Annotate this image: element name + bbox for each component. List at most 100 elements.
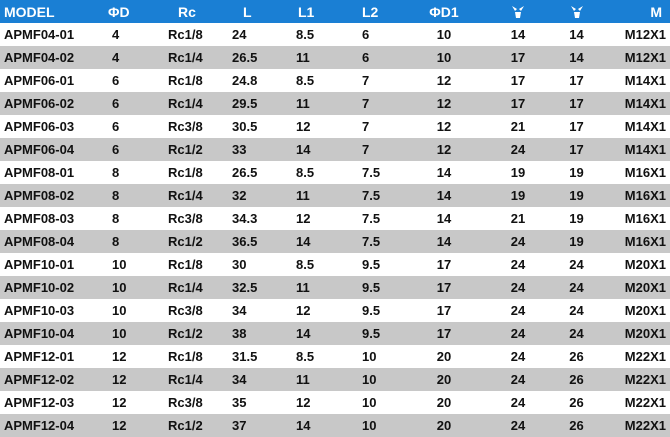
table-cell: 24	[510, 395, 526, 410]
table-cell: 24	[510, 418, 526, 433]
header-cell: L1	[298, 3, 315, 20]
table-row: APMF10-03 10 Rc3/8 34 12 9.5 17 24 24 M20X1	[0, 299, 670, 322]
table-cell: 24	[510, 303, 526, 318]
table-cell: 12	[436, 119, 452, 134]
table-cell: M14X1	[624, 73, 666, 88]
table-cell: 12	[296, 395, 311, 410]
table-cell: 30.5	[232, 119, 258, 134]
table-cell: M16X1	[624, 188, 666, 203]
table-cell: 29.5	[232, 96, 258, 111]
header-icon-cell	[548, 2, 605, 20]
table-cell: 10	[112, 326, 127, 341]
table-cell: 24	[510, 257, 526, 272]
table-cell: Rc3/8	[168, 303, 203, 318]
header-icon-cell	[488, 2, 548, 20]
table-cell: M20X1	[624, 303, 666, 318]
table-cell: 24	[569, 303, 584, 318]
table-cell: 8	[112, 165, 120, 180]
table-cell: 7	[362, 73, 370, 88]
table-cell: 14	[436, 165, 452, 180]
table-cell: 12	[436, 96, 452, 111]
table-cell: 38	[232, 326, 247, 341]
table-cell: 20	[436, 349, 452, 364]
table-cell: M20X1	[624, 280, 666, 295]
table-cell: Rc1/4	[168, 96, 203, 111]
table-cell: Rc1/8	[168, 165, 203, 180]
table-cell: 31.5	[232, 349, 258, 364]
table-cell: 9.5	[362, 326, 381, 341]
table-cell: 24	[510, 372, 526, 387]
table-cell: 20	[436, 372, 452, 387]
table-cell: 17	[436, 303, 452, 318]
table-cell: 7.5	[362, 165, 381, 180]
table-cell: APMF10-03	[4, 303, 75, 318]
table-cell: 14	[296, 418, 311, 433]
table-cell: M14X1	[624, 96, 666, 111]
table-cell: 14	[296, 234, 311, 249]
table-cell: 14	[436, 234, 452, 249]
table-cell: 30	[232, 257, 247, 272]
table-cell: 17	[510, 73, 526, 88]
table-cell: 21	[510, 119, 526, 134]
table-cell: 4	[112, 50, 120, 65]
table-cell: Rc1/8	[168, 257, 203, 272]
table-cell: 19	[569, 211, 584, 226]
table-cell: 20	[436, 395, 452, 410]
table-cell: 24	[569, 280, 584, 295]
header-cell: ΦD1	[429, 3, 459, 20]
table-row: APMF08-02 8 Rc1/4 32 11 7.5 14 19 19 M16X1	[0, 184, 670, 207]
table-cell: 6	[362, 50, 370, 65]
table-cell: 12	[296, 119, 311, 134]
table-cell: 26.5	[232, 50, 258, 65]
table-cell: 24.8	[232, 73, 258, 88]
table-row: APMF08-01 8 Rc1/8 26.5 8.5 7.5 14 19 19 M16X1	[0, 161, 670, 184]
table-cell: 32.5	[232, 280, 258, 295]
table-cell: Rc1/4	[168, 372, 203, 387]
table-cell: 6	[112, 96, 120, 111]
table-cell: 17	[436, 280, 452, 295]
table-row: APMF06-03 6 Rc3/8 30.5 12 7 12 21 17 M14X1	[0, 115, 670, 138]
table-cell: 8.5	[296, 257, 315, 272]
table-row: APMF10-04 10 Rc1/2 38 14 9.5 17 24 24 M20X1	[0, 322, 670, 345]
table-cell: 7	[362, 119, 370, 134]
wrench-icon	[512, 5, 524, 18]
table-cell: M12X1	[624, 50, 666, 65]
table-cell: 8.5	[296, 73, 315, 88]
table-cell: APMF12-04	[4, 418, 75, 433]
table-row: APMF10-02 10 Rc1/4 32.5 11 9.5 17 24 24 M20X1	[0, 276, 670, 299]
table-row: APMF04-01 4 Rc1/8 24 8.5 6 10 14 14 M12X1	[0, 23, 670, 46]
table-row: APMF04-02 4 Rc1/4 26.5 11 6 10 17 14 M12X1	[0, 46, 670, 69]
table-cell: 7.5	[362, 188, 381, 203]
table-cell: 19	[510, 165, 526, 180]
table-cell: APMF12-03	[4, 395, 75, 410]
table-row: APMF08-03 8 Rc3/8 34.3 12 7.5 14 21 19 M16X1	[0, 207, 670, 230]
table-cell: M14X1	[624, 119, 666, 134]
table-cell: 12	[112, 349, 127, 364]
table-cell: 26	[569, 395, 584, 410]
table-cell: 14	[436, 188, 452, 203]
table-cell: 24	[510, 349, 526, 364]
table-cell: 8	[112, 188, 120, 203]
table-cell: APMF12-02	[4, 372, 75, 387]
table-cell: APMF08-03	[4, 211, 75, 226]
table-cell: APMF08-01	[4, 165, 75, 180]
table-cell: 14	[296, 326, 311, 341]
table-cell: Rc1/4	[168, 50, 203, 65]
table-cell: APMF12-01	[4, 349, 75, 364]
table-row: APMF06-04 6 Rc1/2 33 14 7 12 24 17 M14X1	[0, 138, 670, 161]
table-cell: 12	[296, 303, 311, 318]
table-cell: 32	[232, 188, 247, 203]
table-cell: 11	[296, 50, 310, 65]
table-cell: 4	[112, 27, 120, 42]
table-cell: 6	[362, 27, 370, 42]
table-cell: APMF08-02	[4, 188, 75, 203]
table-cell: 12	[436, 73, 452, 88]
table-cell: 24	[510, 234, 526, 249]
table-cell: 34	[232, 372, 247, 387]
table-cell: 19	[569, 188, 584, 203]
table-cell: APMF04-01	[4, 27, 75, 42]
table-cell: 17	[510, 50, 526, 65]
table-cell: 35	[232, 395, 247, 410]
table-cell: 24	[510, 326, 526, 341]
table-cell: 8.5	[296, 349, 315, 364]
